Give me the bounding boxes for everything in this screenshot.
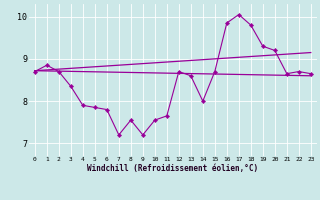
X-axis label: Windchill (Refroidissement éolien,°C): Windchill (Refroidissement éolien,°C) [87,164,258,173]
